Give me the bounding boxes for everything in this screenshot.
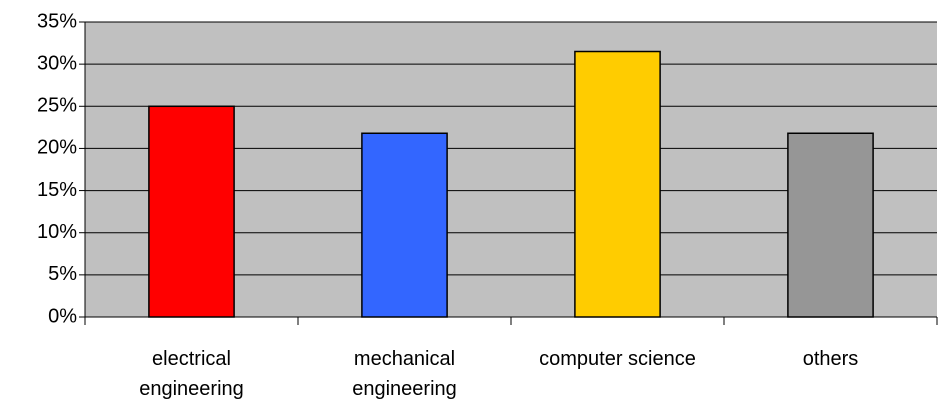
x-tick-label: electrical engineering xyxy=(139,348,244,400)
y-tick-label: 0% xyxy=(48,305,77,327)
y-tick-label: 30% xyxy=(37,52,77,74)
y-tick-label: 10% xyxy=(37,221,77,243)
x-tick-label: mechanical engineering xyxy=(352,348,457,400)
y-tick-label: 25% xyxy=(37,95,77,117)
x-tick-label: others xyxy=(802,348,859,370)
bar xyxy=(574,50,661,318)
bar xyxy=(148,105,235,318)
x-tick-label: computer science xyxy=(539,348,696,370)
y-tick-label: 15% xyxy=(37,179,77,201)
bar xyxy=(361,132,448,318)
y-tick-label: 35% xyxy=(37,10,77,32)
y-tick-label: 20% xyxy=(37,137,77,159)
y-tick-label: 5% xyxy=(48,263,77,285)
bar xyxy=(787,132,874,318)
